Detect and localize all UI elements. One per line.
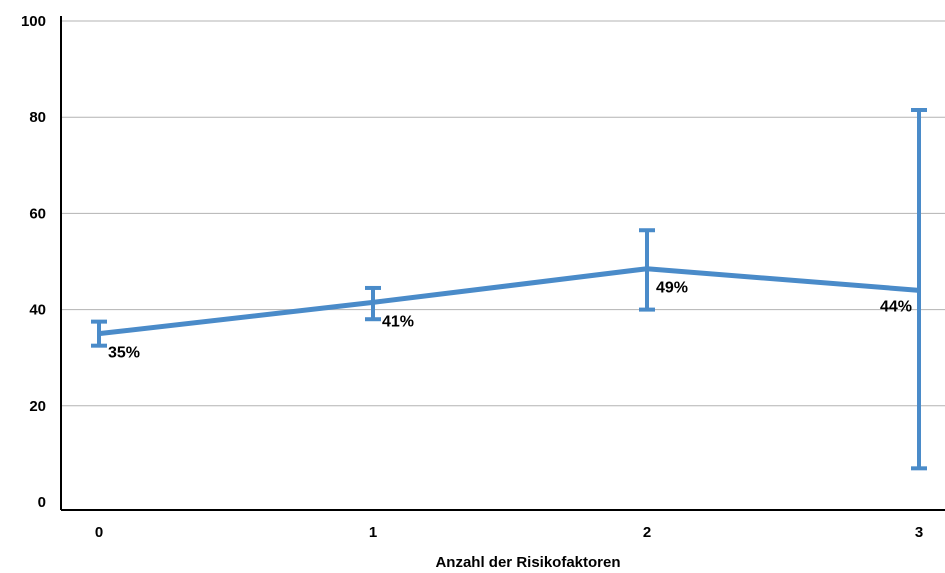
y-tick-label: 20 — [29, 398, 46, 415]
y-tick-label: 80 — [29, 109, 46, 126]
gridlines — [61, 20, 945, 407]
data-label: 35% — [108, 345, 140, 362]
y-tick-labels: 0 20 40 60 80 100 — [21, 13, 46, 511]
series-lines — [98, 266, 920, 337]
x-tick-label: 0 — [95, 524, 103, 541]
x-tick-label: 3 — [915, 524, 923, 541]
y-tick-label: 0 — [38, 494, 46, 511]
series-line — [98, 266, 920, 337]
y-tick-label: 100 — [21, 13, 46, 30]
x-tick-labels: 0 1 2 3 — [95, 524, 923, 541]
y-tick-label: 40 — [29, 302, 46, 319]
data-label: 44% — [880, 298, 912, 315]
data-label: 41% — [382, 313, 414, 330]
axes — [60, 16, 945, 511]
x-tick-label: 2 — [643, 524, 651, 541]
data-labels: 35% 41% 49% 44% — [108, 280, 912, 362]
error-bars — [91, 107, 927, 471]
x-axis-label: Anzahl der Risikofaktoren — [435, 554, 620, 571]
data-label: 49% — [656, 280, 688, 297]
x-tick-label: 1 — [369, 524, 377, 541]
y-tick-label: 60 — [29, 205, 46, 222]
